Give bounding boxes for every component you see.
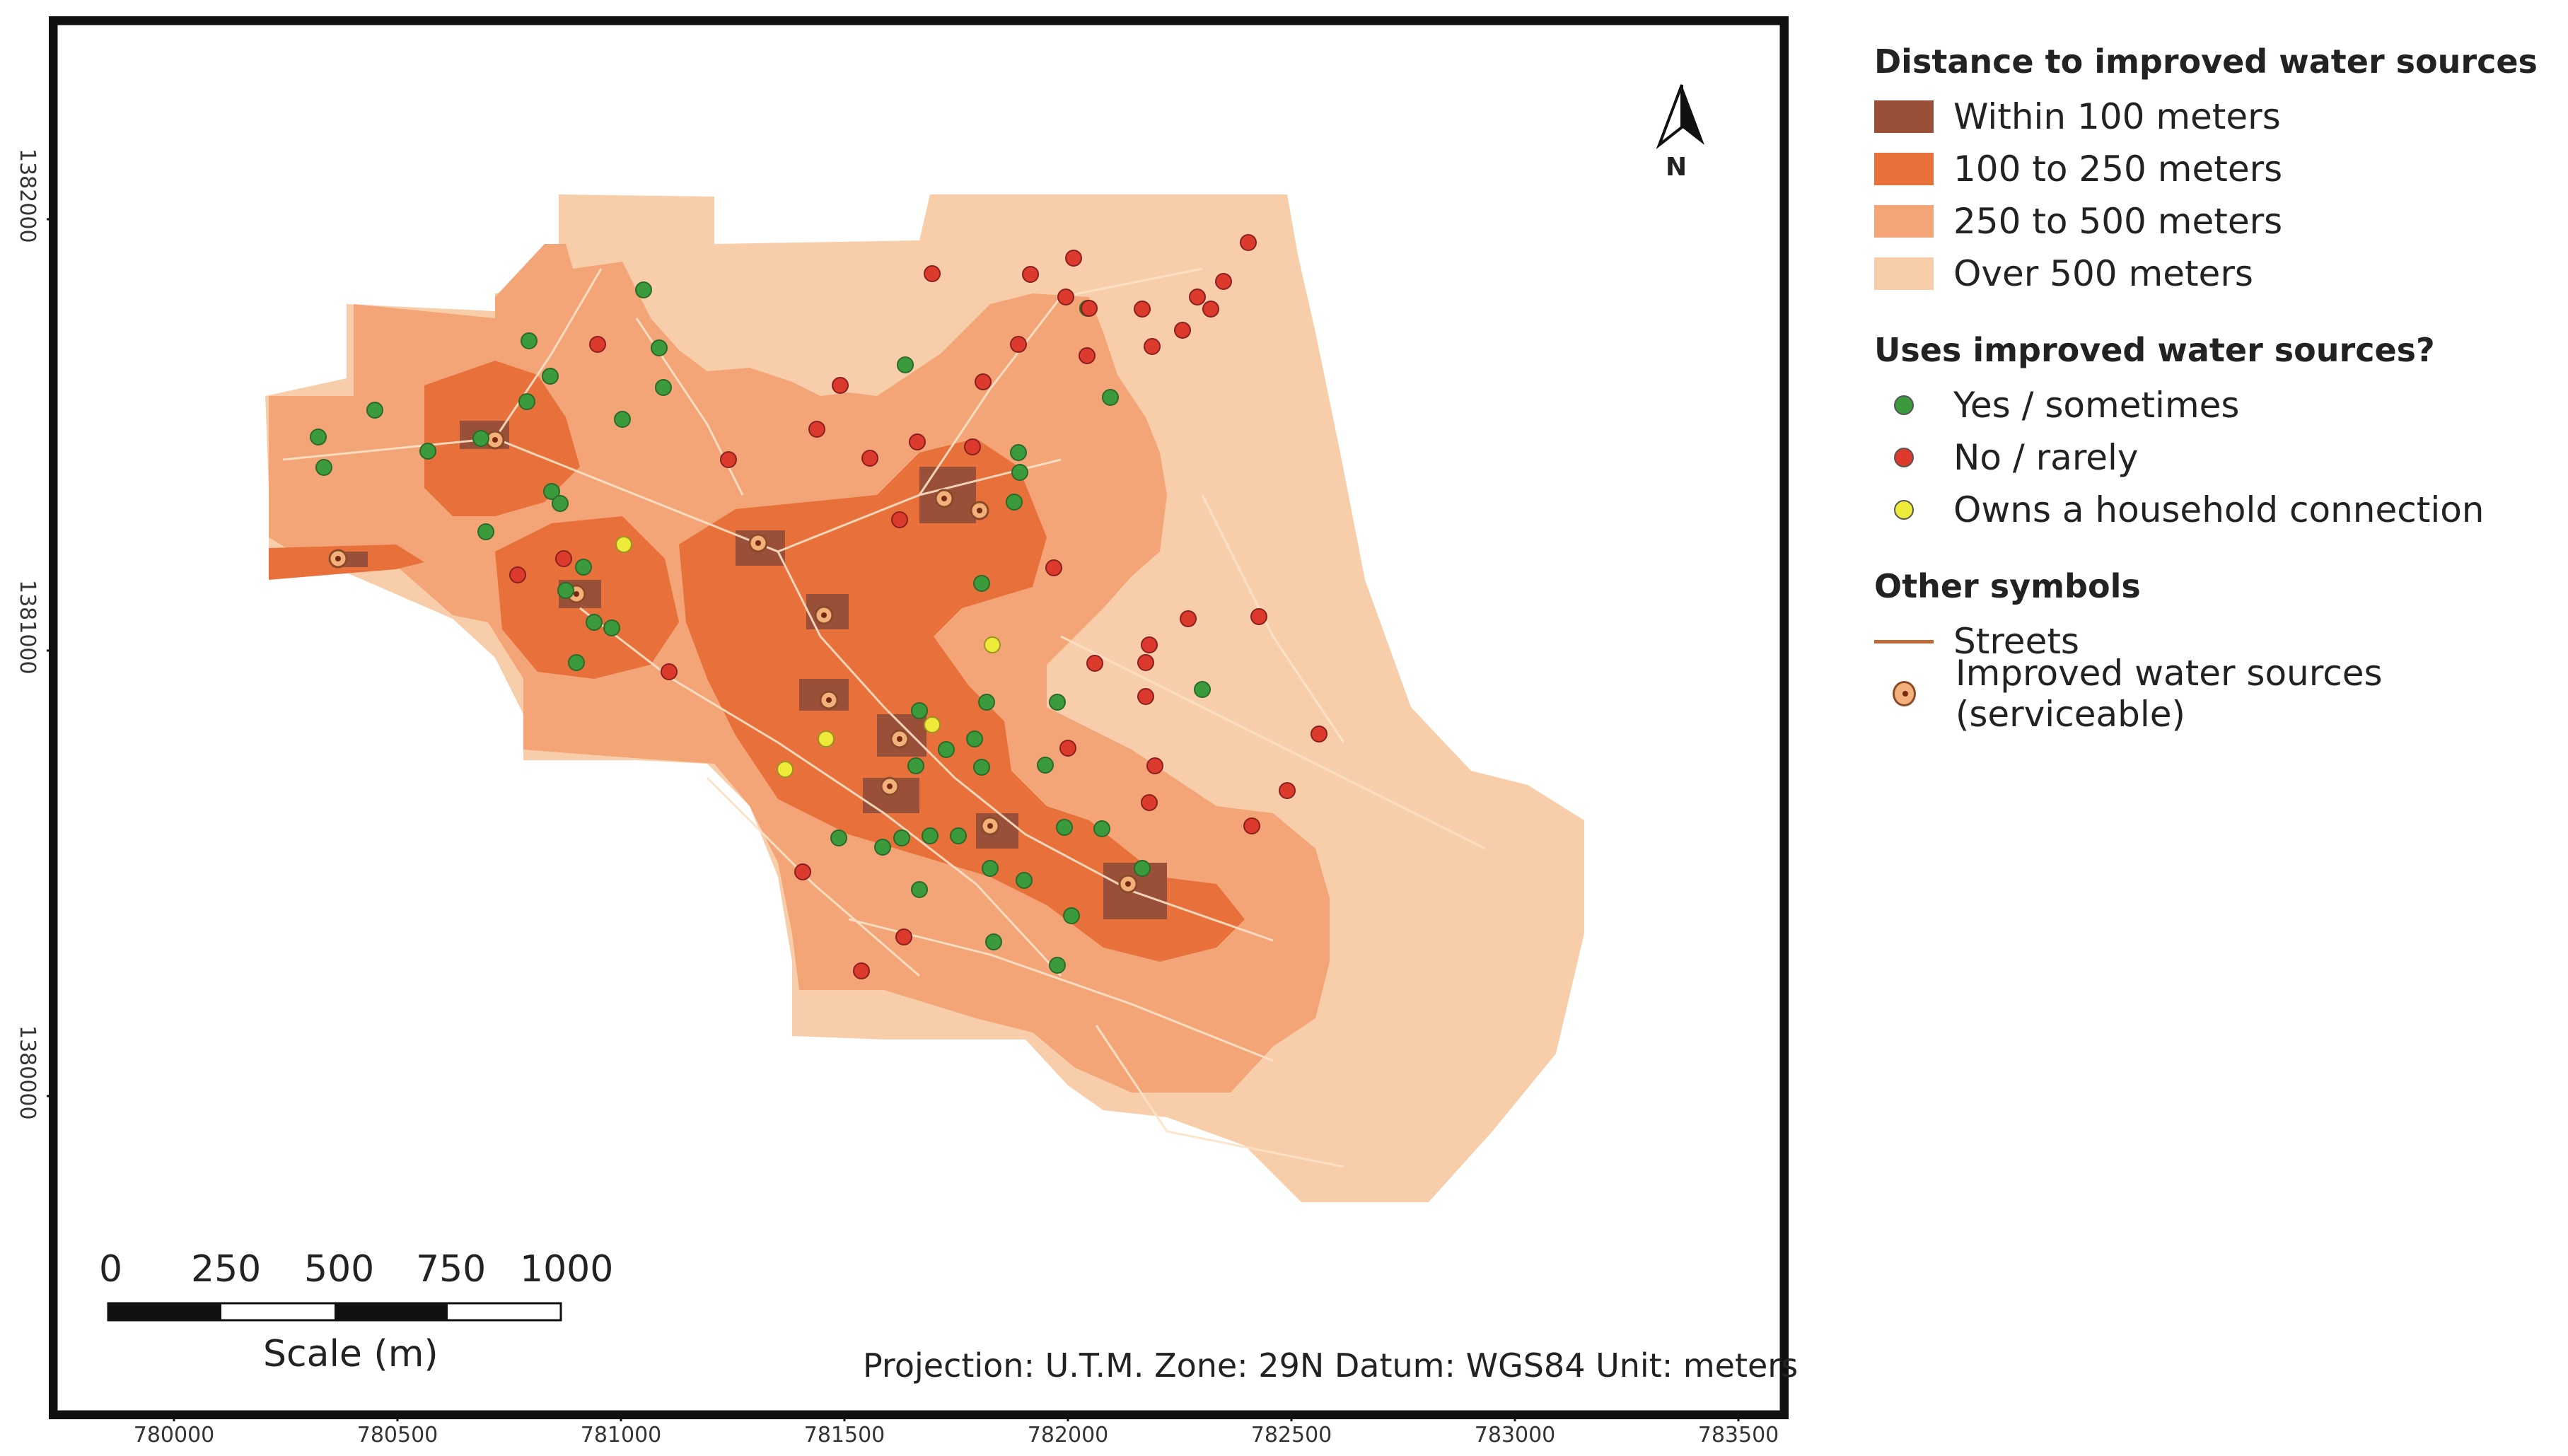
x-tick-label: 781500	[803, 1423, 885, 1448]
projection-info: Projection: U.T.M. Zone: 29N Datum: WGS8…	[863, 1346, 1799, 1385]
yellow-dot-icon	[1894, 500, 1914, 520]
legend-label: Owns a household connection	[1953, 489, 2485, 530]
water-source-icon	[1118, 874, 1138, 894]
legend-swatch	[1874, 205, 1934, 238]
red-dot-icon	[1894, 448, 1914, 467]
legend-item: 250 to 500 meters	[1874, 195, 2553, 247]
street-line-icon	[1874, 639, 1934, 643]
legend-item: Within 100 meters	[1874, 91, 2553, 143]
water-source-icon	[970, 501, 989, 520]
scale-bar	[107, 1302, 562, 1322]
scale-tick-250: 250	[191, 1248, 262, 1291]
y-tick-label: 1381000	[15, 580, 40, 675]
scale-tick-750: 750	[416, 1248, 487, 1291]
x-tick-label: 783000	[1474, 1423, 1556, 1448]
north-arrow-icon	[1656, 84, 1704, 149]
points-no	[509, 234, 1327, 979]
green-dot-icon	[1894, 395, 1914, 415]
map-frame-inner	[57, 25, 1780, 1411]
y-tick-label: 1382000	[15, 148, 40, 243]
x-tick-label: 782000	[1027, 1423, 1109, 1448]
legend-other-title: Other symbols	[1874, 567, 2141, 605]
x-tick-label: 781000	[580, 1423, 662, 1448]
water-source-icon	[819, 690, 839, 710]
legend-distance-title: Distance to improved water sources	[1874, 42, 2538, 81]
legend-item: Streets	[1874, 615, 2553, 668]
water-source-icon	[814, 605, 834, 625]
legend-swatch	[1874, 257, 1934, 290]
water-source-icon	[328, 549, 348, 569]
legend-swatch	[1874, 100, 1934, 133]
legend-label: Yes / sometimes	[1953, 385, 2240, 426]
x-tick-label: 780000	[133, 1423, 215, 1448]
frame-ticks	[47, 218, 1740, 1421]
legend-item: Over 500 meters	[1874, 247, 2553, 300]
north-label: N	[1666, 153, 1687, 182]
legend-label: 100 to 250 meters	[1953, 148, 2283, 190]
legend-label: No / rarely	[1953, 437, 2139, 478]
legend: Distance to improved water sources Withi…	[1874, 42, 2553, 735]
legend-uses-title: Uses improved water sources?	[1874, 331, 2435, 369]
legend-label: Within 100 meters	[1953, 96, 2281, 137]
legend-label: Improved water sources (serviceable)	[1955, 653, 2383, 735]
legend-label: Over 500 meters	[1953, 253, 2253, 294]
water-sources	[328, 430, 1138, 894]
water-source-icon	[880, 776, 900, 796]
x-tick-label: 782500	[1250, 1423, 1332, 1448]
scale-tick-500: 500	[304, 1248, 375, 1291]
legend-item: Yes / sometimes	[1874, 379, 2553, 431]
water-source-icon	[1893, 681, 1916, 706]
legend-label: 250 to 500 meters	[1953, 201, 2283, 242]
scale-title: Scale (m)	[263, 1333, 438, 1375]
legend-item: Improved water sources (serviceable)	[1874, 653, 2553, 735]
water-source-icon	[748, 533, 768, 553]
legend-item: Owns a household connection	[1874, 484, 2553, 536]
legend-swatch	[1874, 153, 1934, 185]
points-household-connection	[615, 536, 1001, 778]
x-tick-label: 783500	[1697, 1423, 1779, 1448]
scale-tick-0: 0	[99, 1248, 123, 1291]
legend-item: No / rarely	[1874, 431, 2553, 484]
x-tick-label: 780500	[356, 1423, 438, 1448]
water-source-icon	[980, 816, 1000, 836]
legend-label: Streets	[1953, 621, 2079, 662]
legend-item: 100 to 250 meters	[1874, 143, 2553, 195]
water-source-icon	[890, 729, 910, 749]
scale-tick-1000: 1000	[520, 1248, 614, 1291]
water-source-icon	[934, 489, 954, 508]
y-tick-label: 1380000	[15, 1025, 40, 1120]
